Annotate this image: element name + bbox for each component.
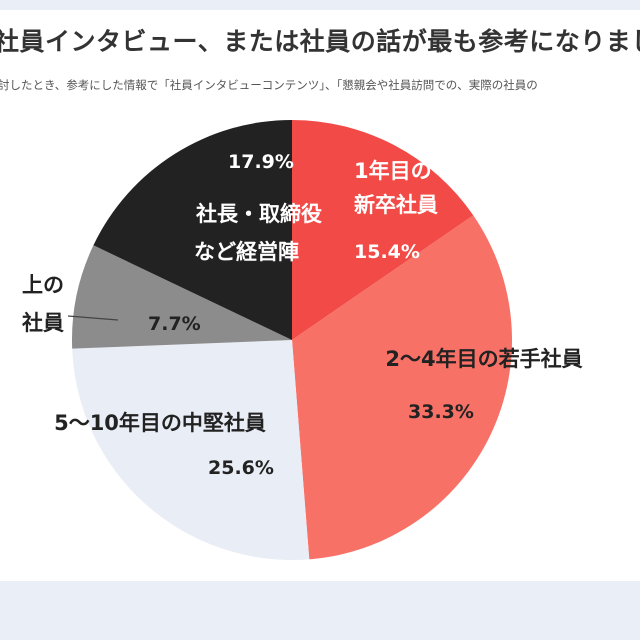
slice-label: 2〜4年目の若手社員 [385, 347, 582, 371]
chart-subtitle: 討したとき、参考にした情報で「社員インタビューコンテンツ」、「懇親会や社員訪問で… [0, 78, 538, 92]
slice-label: 新卒社員 [354, 193, 438, 217]
slice-label: 上の [22, 273, 64, 297]
slice-value-label: 7.7% [148, 313, 201, 335]
slice-label: 社員 [21, 311, 64, 335]
pie-slice [93, 119, 292, 340]
pie-slice [72, 245, 293, 349]
slice-value-label: 15.4% [354, 241, 420, 263]
slice-value-label: 17.9% [228, 151, 294, 173]
slice-label: 1年目の [354, 159, 432, 183]
chart-title: 社員インタビュー、または社員の話が最も参考になりまし [0, 27, 640, 56]
pie-slice [72, 340, 310, 560]
slice-label: など経営陣 [194, 240, 299, 264]
slice-value-label: 25.6% [208, 457, 274, 479]
leader-line [67, 315, 119, 321]
pie-slice [292, 215, 512, 560]
slice-label: 5〜10年目の中堅社員 [54, 411, 266, 435]
pie-slice [292, 120, 474, 340]
slice-label: 社長・取締役 [195, 202, 322, 226]
slice-value-label: 33.3% [408, 401, 474, 423]
